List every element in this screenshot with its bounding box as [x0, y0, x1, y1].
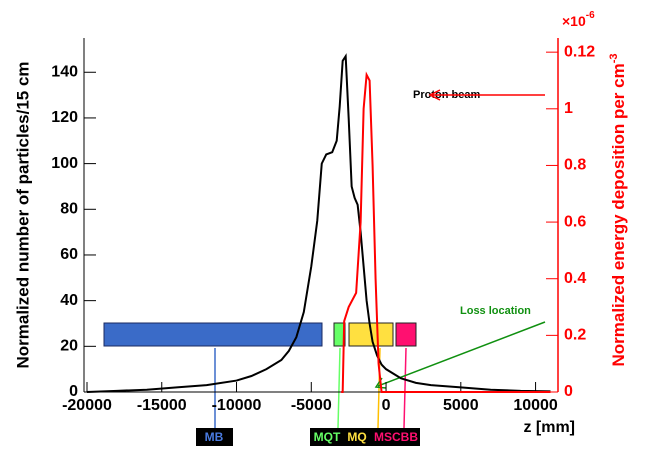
x-tick-label: -20000	[62, 397, 112, 414]
y-tick-label: 40	[60, 292, 78, 309]
x-axis-title: z [mm]	[523, 419, 575, 436]
y2-multiplier: ×10-6	[562, 10, 595, 29]
y2-tick-label: 0.8	[564, 157, 586, 174]
data-line	[341, 71, 551, 393]
y2-title-exponent: -3	[608, 53, 620, 63]
y-axis-title: Normalized number of particles/15 cm	[13, 61, 32, 368]
y2-title-text: Normalized energy deposition per cm	[609, 63, 628, 366]
y2-tick-label: 0.2	[564, 327, 586, 344]
mscbb-label: MSCBB	[374, 430, 418, 444]
x-tick-label: 10000	[513, 397, 558, 414]
y-tick-label: 20	[60, 338, 78, 355]
beam-arrowhead	[428, 89, 441, 101]
y2-tick-label: 0.4	[564, 270, 586, 287]
y2-tick-label: 0	[564, 383, 573, 400]
mqt-label: MQT	[314, 430, 341, 444]
y-tick-label: 140	[51, 63, 78, 80]
y2-axis-title: Normalized energy deposition per cm-3	[608, 53, 629, 366]
y-tick-label: 0	[69, 383, 78, 400]
arrow	[403, 347, 407, 429]
mqt-box	[333, 322, 346, 347]
y-tick-label: 60	[60, 246, 78, 263]
arrow	[337, 347, 341, 429]
y2-multiplier-base: ×10	[562, 13, 586, 29]
magnet-label-box	[310, 428, 420, 446]
y2-tick-label: 0.12	[564, 43, 595, 60]
y-tick-label: 120	[51, 109, 78, 126]
y-tick-label: 100	[51, 155, 78, 172]
mb-label: MB	[205, 430, 224, 444]
mscbb-box	[395, 322, 417, 347]
magnet-arrows	[214, 347, 407, 429]
y-tick-label: 80	[60, 201, 78, 218]
x-tick-label: -5000	[291, 397, 332, 414]
mq-label: MQ	[347, 430, 366, 444]
x-tick-label: 0	[382, 397, 391, 414]
data-line	[86, 53, 551, 393]
loss-arrow	[377, 321, 546, 387]
y2-tick-label: 1	[564, 100, 573, 117]
mb-box	[103, 322, 323, 347]
y2-multiplier-exponent: -6	[586, 10, 595, 21]
mb-label-box	[196, 428, 233, 446]
y2-tick-label: 0.6	[564, 213, 586, 230]
x-tick-label: -15000	[137, 397, 187, 414]
x-tick-label: -10000	[212, 397, 262, 414]
x-tick-label: 5000	[443, 397, 479, 414]
loss-location-label: Loss location	[460, 305, 531, 317]
